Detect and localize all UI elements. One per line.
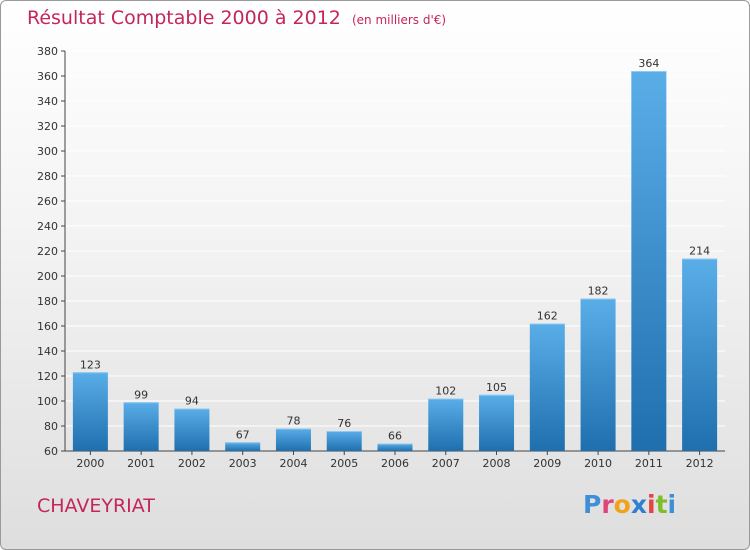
data-label: 94 — [185, 395, 199, 408]
y-tick-label: 340 — [37, 95, 58, 108]
bar — [225, 442, 261, 451]
bar — [123, 402, 159, 451]
logo-letter: i — [667, 490, 677, 519]
bar — [72, 372, 108, 451]
logo-letter: P — [583, 490, 602, 519]
y-tick-label: 280 — [37, 170, 58, 183]
logo-letter: i — [647, 490, 656, 519]
proxiti-logo: Proxiti — [583, 490, 676, 519]
data-label: 102 — [435, 385, 456, 398]
x-tick-label: 2010 — [584, 457, 612, 470]
bar — [682, 258, 718, 451]
y-tick-label: 380 — [37, 45, 58, 58]
y-tick-label: 60 — [44, 445, 58, 458]
y-tick-label: 360 — [37, 70, 58, 83]
x-tick-label: 2000 — [76, 457, 104, 470]
logo-letter: t — [655, 490, 668, 519]
x-tick-label: 2011 — [635, 457, 663, 470]
y-tick-label: 320 — [37, 120, 58, 133]
data-label: 67 — [236, 428, 250, 441]
data-label: 214 — [689, 245, 710, 258]
data-label: 182 — [588, 285, 609, 298]
bar — [479, 394, 515, 451]
bar — [428, 398, 464, 451]
bar — [275, 428, 311, 451]
data-label: 105 — [486, 381, 507, 394]
data-label: 123 — [80, 358, 101, 371]
x-tick-label: 2006 — [381, 457, 409, 470]
bar — [580, 298, 616, 451]
x-tick-label: 2003 — [229, 457, 257, 470]
y-tick-label: 200 — [37, 270, 58, 283]
x-tick-label: 2004 — [279, 457, 307, 470]
x-tick-label: 2002 — [178, 457, 206, 470]
y-tick-label: 260 — [37, 195, 58, 208]
bar — [377, 443, 413, 451]
data-label: 66 — [388, 430, 402, 443]
bar — [529, 323, 565, 451]
x-tick-label: 2007 — [432, 457, 460, 470]
x-tick-label: 2012 — [686, 457, 714, 470]
y-tick-label: 180 — [37, 295, 58, 308]
data-label: 99 — [134, 388, 148, 401]
y-tick-label: 160 — [37, 320, 58, 333]
y-tick-label: 220 — [37, 245, 58, 258]
logo-letter: x — [630, 490, 647, 519]
x-tick-label: 2009 — [533, 457, 561, 470]
data-label: 162 — [537, 310, 558, 323]
bar — [326, 431, 362, 451]
logo-letter: o — [613, 490, 631, 519]
y-tick-label: 240 — [37, 220, 58, 233]
bar — [174, 408, 210, 451]
y-tick-label: 100 — [37, 395, 58, 408]
data-label: 76 — [337, 417, 351, 430]
y-tick-label: 120 — [37, 370, 58, 383]
data-label: 364 — [638, 57, 659, 70]
y-tick-label: 140 — [37, 345, 58, 358]
x-tick-label: 2008 — [483, 457, 511, 470]
x-tick-label: 2001 — [127, 457, 155, 470]
chart-title: Résultat Comptable 2000 à 2012 — [27, 7, 341, 29]
chart-subtitle: (en milliers d'€) — [351, 13, 447, 27]
commune-name: CHAVEYRIAT — [37, 495, 155, 517]
logo-letter: r — [601, 490, 614, 519]
x-tick-label: 2005 — [330, 457, 358, 470]
y-tick-label: 80 — [44, 420, 58, 433]
title-row: Résultat Comptable 2000 à 2012 (en milli… — [27, 7, 446, 29]
bar — [631, 71, 667, 451]
data-label: 78 — [286, 415, 300, 428]
y-tick-label: 300 — [37, 145, 58, 158]
